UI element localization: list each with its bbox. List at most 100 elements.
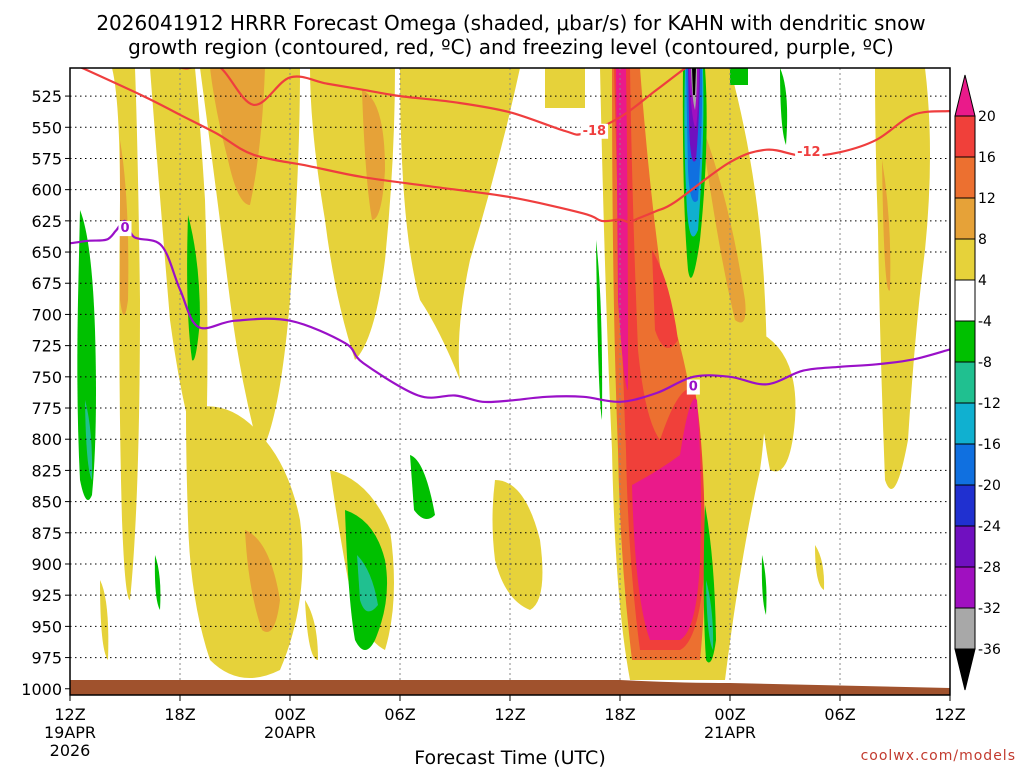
x-tick-label: 06Z xyxy=(384,705,415,724)
omega-region-yellow-15 xyxy=(815,545,825,590)
colorbar-label: -20 xyxy=(978,478,1001,494)
colorbar-label: -16 xyxy=(978,437,1001,453)
omega-shading xyxy=(77,68,930,680)
omega-region-green-2 xyxy=(187,215,200,361)
y-tick-label: 700 xyxy=(31,305,62,324)
colorbar-segment xyxy=(954,197,976,240)
omega-region-yellow-1 xyxy=(112,68,140,600)
omega-region-teal-1 xyxy=(85,400,93,480)
colorbar-label: 4 xyxy=(978,273,987,289)
y-tick-label: 825 xyxy=(31,461,62,480)
omega-region-yellow-8 xyxy=(492,480,543,610)
omega-region-green-6 xyxy=(596,240,603,420)
colorbar: 20 16 12 8 4 -4 -8 -12 -16 -20 -24 -28 -32 -36 xyxy=(954,74,1001,691)
colorbar-segment xyxy=(954,443,976,486)
omega-region-magenta-1 xyxy=(616,68,628,390)
omega-region-yellow-11 xyxy=(545,68,585,108)
omega-region-green-11 xyxy=(761,555,767,615)
omega-region-yellow-5 xyxy=(400,68,520,380)
colorbar-segment xyxy=(954,361,976,404)
colorbar-label: 20 xyxy=(978,109,996,125)
omega-region-yellow-14 xyxy=(875,68,930,489)
chart-title-line1: 2026041912 HRRR Forecast Omega (shaded, … xyxy=(96,11,925,35)
contour-label-background xyxy=(118,221,132,237)
omega-region-green-5 xyxy=(154,555,161,610)
colorbar-segment xyxy=(954,156,976,199)
y-tick-label: 950 xyxy=(31,617,62,636)
omega-region-yellow-13 xyxy=(755,330,796,472)
omega-region-green-7 xyxy=(703,505,716,663)
omega-region-yellow-3 xyxy=(200,68,300,455)
y-tick-label: 925 xyxy=(31,586,62,605)
x-date-label: 19APR xyxy=(44,723,96,742)
omega-region-green-9 xyxy=(730,68,748,85)
colorbar-segment xyxy=(954,279,976,322)
omega-region-yellow-9 xyxy=(100,580,109,660)
omega-region-teal-2 xyxy=(357,555,378,612)
colorbar-segment xyxy=(954,320,976,363)
dgz-minus18-label: -18 xyxy=(583,124,607,139)
y-tick-label: 850 xyxy=(31,493,62,512)
grid-lines xyxy=(70,68,950,695)
y-tick-label: 1000 xyxy=(21,680,62,699)
colorbar-segment xyxy=(954,484,976,527)
colorbar-segment xyxy=(954,74,976,117)
y-tick-label: 775 xyxy=(31,399,62,418)
dgz-minus12-label: -12 xyxy=(797,145,821,160)
chart-title-line2: growth region (contoured, red, ºC) and f… xyxy=(128,35,894,59)
y-tick-label: 575 xyxy=(31,149,62,168)
omega-region-green-1 xyxy=(77,210,96,500)
omega-region-green-10 xyxy=(780,68,788,145)
y-tick-label: 800 xyxy=(31,430,62,449)
omega-region-orange-3 xyxy=(362,90,385,220)
credit-text: coolwx.com/models xyxy=(861,748,1016,764)
y-tick-label: 750 xyxy=(31,368,62,387)
colorbar-label: -12 xyxy=(978,396,1001,412)
omega-region-green-4 xyxy=(410,455,435,519)
x-date-label: 21APR xyxy=(704,723,756,742)
x-tick-label: 18Z xyxy=(164,705,195,724)
omega-region-red-2 xyxy=(652,250,678,348)
colorbar-label: -28 xyxy=(978,560,1001,576)
colorbar-label: -4 xyxy=(978,314,992,330)
omega-region-yellow-10 xyxy=(305,600,318,660)
y-tick-label: 900 xyxy=(31,555,62,574)
x-axis-label: Forecast Time (UTC) xyxy=(414,747,605,768)
x-tick-label: 12Z xyxy=(494,705,525,724)
colorbar-segment xyxy=(954,115,976,158)
colorbar-segment xyxy=(954,238,976,281)
contour-label-background xyxy=(686,379,700,395)
colorbar-segment xyxy=(954,648,976,691)
colorbar-label: 8 xyxy=(978,232,987,248)
freezing-level-label-right: 0 xyxy=(689,380,698,395)
colorbar-segment xyxy=(954,566,976,609)
x-tick-label: 00Z xyxy=(714,705,745,724)
x-date-label: 20APR xyxy=(264,723,316,742)
terrain-surface xyxy=(70,680,950,695)
omega-region-orange-4 xyxy=(245,530,280,632)
y-tick-label: 525 xyxy=(31,87,62,106)
omega-region-teal-3 xyxy=(706,580,714,650)
x-tick-label: 18Z xyxy=(604,705,635,724)
colorbar-segment xyxy=(954,402,976,445)
colorbar-segment xyxy=(954,607,976,650)
colorbar-label: -36 xyxy=(978,642,1001,658)
omega-region-black-1 xyxy=(692,68,696,95)
y-tick-label: 600 xyxy=(31,181,62,200)
colorbar-label: 16 xyxy=(978,150,996,166)
y-tick-label: 975 xyxy=(31,649,62,668)
omega-region-orange-2 xyxy=(210,68,265,205)
y-tick-label: 725 xyxy=(31,337,62,356)
y-axis-ticks: 525 550 575 600 625 650 675 700 725 750 775 800 825 8… xyxy=(21,87,70,699)
colorbar-label: -24 xyxy=(978,519,1001,535)
omega-region-yellow-2 xyxy=(150,68,208,470)
y-tick-label: 650 xyxy=(31,243,62,262)
y-tick-label: 875 xyxy=(31,524,62,543)
contour-label-background xyxy=(580,123,609,139)
omega-region-magenta-2 xyxy=(632,398,701,640)
colorbar-label: -32 xyxy=(978,601,1001,617)
y-tick-label: 675 xyxy=(31,274,62,293)
colorbar-segment xyxy=(954,525,976,568)
x-year-label: 2026 xyxy=(50,741,91,760)
